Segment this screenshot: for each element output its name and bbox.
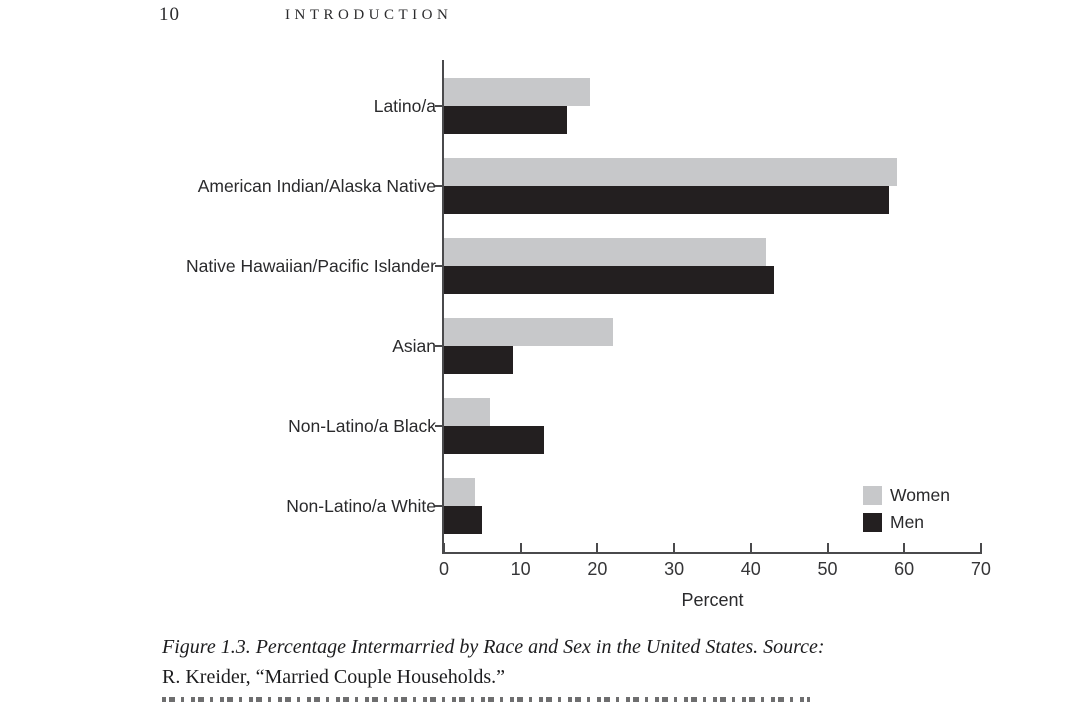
category-label: Asian	[392, 336, 436, 356]
category-label: American Indian/Alaska Native	[197, 176, 436, 196]
y-axis-tick	[435, 505, 442, 507]
bar-women-2	[444, 158, 897, 186]
x-axis-tick	[519, 543, 522, 552]
intermarriage-bar-chart: Latino/a American Indian/Alaska Native Nat…	[186, 60, 991, 610]
x-tick-label: 70	[970, 559, 991, 579]
y-axis-tick	[435, 345, 442, 347]
bar-women-5	[444, 398, 491, 426]
women-color-swatch	[863, 486, 882, 505]
caption-line-1: Figure 1.3. Percentage Intermarried by R…	[162, 636, 825, 658]
bar-women-4	[444, 318, 613, 346]
bar-men-4	[444, 346, 514, 374]
y-axis-tick	[435, 105, 442, 107]
x-axis-tick	[903, 543, 906, 552]
page-header: 10 INTRODUCTION	[0, 2, 1080, 30]
y-axis-tick	[435, 425, 442, 427]
x-axis-tick	[979, 543, 982, 552]
x-tick-label: 10	[510, 559, 531, 579]
bar-men-1	[444, 106, 567, 134]
x-axis-tick	[443, 543, 445, 552]
chart-legend: Women Men	[863, 482, 950, 536]
page-number: 10	[159, 4, 180, 25]
x-tick-label: 20	[587, 559, 608, 579]
x-axis-tick	[826, 543, 829, 552]
caption-line-2: R. Kreider, “Married Couple Households.”	[162, 666, 505, 688]
x-axis-tick	[673, 543, 676, 552]
x-tick-label: 40	[740, 559, 761, 579]
x-axis-tick	[596, 543, 599, 552]
x-axis-line	[442, 552, 982, 554]
legend-label-women: Women	[890, 485, 950, 505]
clipped-text-line	[162, 697, 810, 702]
bar-men-2	[444, 186, 889, 214]
legend-item-men: Men	[863, 509, 950, 536]
bar-men-3	[444, 266, 774, 294]
x-axis-title: Percent	[681, 590, 744, 610]
category-label: Native Hawaiian/Pacific Islander	[186, 256, 436, 276]
men-color-swatch	[863, 513, 882, 532]
legend-item-women: Women	[863, 482, 950, 509]
legend-label-men: Men	[890, 512, 925, 532]
x-tick-label: 60	[894, 559, 915, 579]
bar-women-1	[444, 78, 590, 106]
x-tick-label: 0	[438, 559, 449, 579]
bar-women-6	[444, 478, 475, 506]
y-axis-tick	[435, 185, 442, 187]
x-tick-label: 30	[664, 559, 685, 579]
y-axis-tick	[435, 265, 442, 267]
figure-caption: Figure 1.3. Percentage Intermarried by R…	[162, 632, 962, 692]
category-label: Latino/a	[373, 96, 436, 116]
bar-men-6	[444, 506, 483, 534]
category-label: Non-Latino/a Black	[288, 416, 436, 436]
running-head-title: INTRODUCTION	[285, 7, 453, 23]
x-axis-tick	[749, 543, 752, 552]
bar-men-5	[444, 426, 544, 454]
category-label: Non-Latino/a White	[286, 496, 436, 516]
y-axis-line	[442, 60, 444, 554]
x-tick-label: 50	[817, 559, 838, 579]
bar-women-3	[444, 238, 767, 266]
